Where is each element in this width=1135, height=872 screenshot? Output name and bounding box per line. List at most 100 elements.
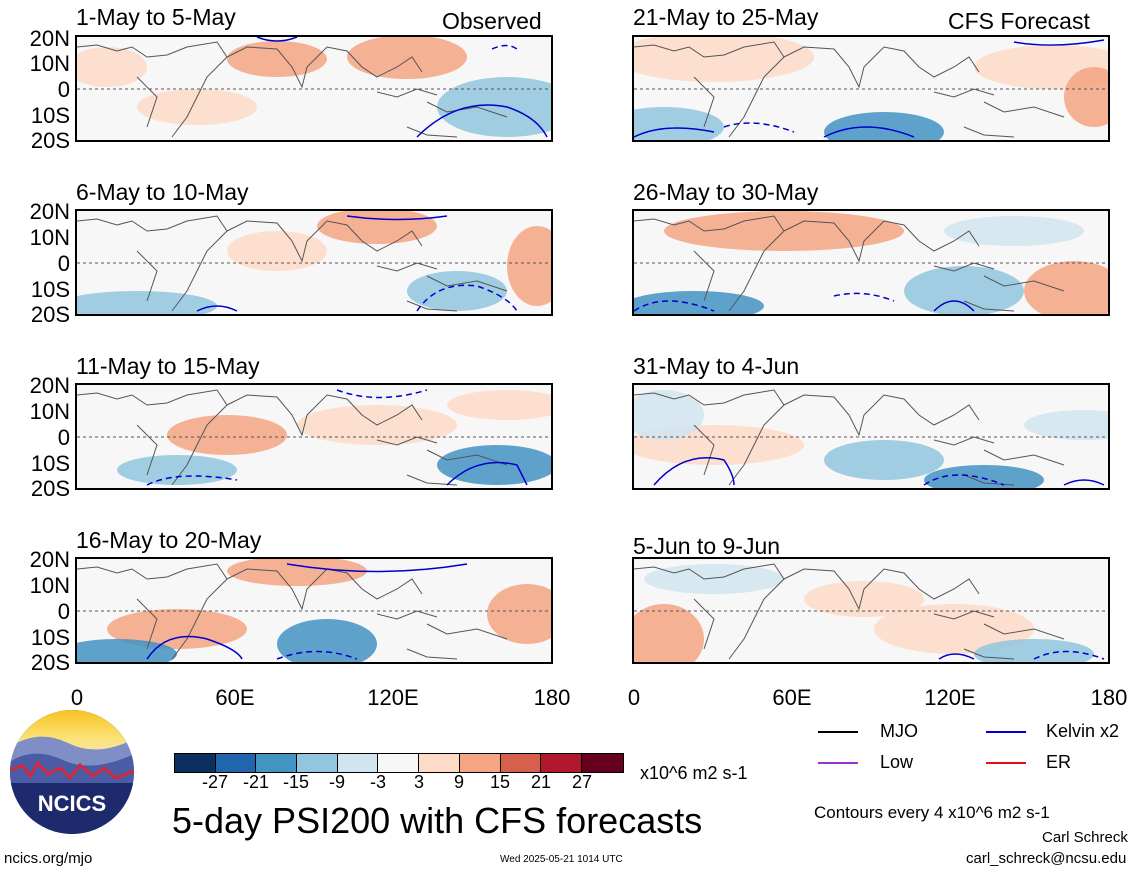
colorbar-swatch	[297, 754, 338, 772]
coastline	[634, 389, 1065, 486]
anomaly-region	[1024, 410, 1108, 440]
coastline	[634, 215, 1065, 312]
anomaly-region	[447, 390, 551, 420]
anomaly-region	[944, 216, 1084, 246]
legend-label-er: ER	[1046, 752, 1072, 772]
coastline	[634, 563, 1065, 660]
colorbar-label: -3	[369, 772, 386, 792]
colorbar	[174, 753, 624, 773]
lon-label: 180	[533, 685, 571, 710]
kelvin-contour	[1063, 479, 1105, 486]
kelvin-contour	[923, 474, 1005, 486]
legend-line-kelvin	[986, 731, 1026, 733]
lat-label: 20S	[30, 128, 70, 153]
anomaly-region	[77, 47, 147, 87]
anomaly-region	[634, 604, 704, 662]
lat-label: 20N	[29, 26, 70, 51]
kelvin-contour	[653, 457, 735, 486]
lat-label: 10S	[30, 451, 70, 476]
legend-label-low: Low	[880, 752, 914, 772]
map-panel-1	[75, 35, 553, 142]
legend-line-low	[818, 762, 858, 764]
ncics-logo: NCICS	[8, 708, 136, 836]
anomaly-region	[634, 37, 814, 82]
colorbar-swatch	[541, 754, 582, 772]
kelvin-contour	[446, 461, 528, 486]
website-link[interactable]: ncics.org/mjo	[4, 850, 93, 867]
colorbar-swatch	[175, 754, 216, 772]
psi-map	[77, 211, 551, 314]
lon-label: 120E	[367, 685, 419, 710]
anomaly-region	[1064, 67, 1108, 127]
map-panel-5	[632, 35, 1110, 142]
lat-label: 10N	[29, 51, 70, 76]
kelvin-contour	[346, 215, 448, 221]
kelvin-contour	[823, 126, 915, 138]
colorbar-swatch	[378, 754, 420, 772]
anomaly-region	[634, 390, 704, 440]
anomaly-region	[507, 226, 551, 306]
panel-title-1: 1-May to 5-May	[76, 4, 236, 30]
map-panel-2	[75, 209, 553, 316]
kelvin-contour	[634, 127, 715, 138]
colorbar-label: -27	[201, 772, 228, 792]
psi-map	[77, 37, 551, 138]
anomaly-region	[347, 37, 467, 79]
psi-map	[634, 37, 1108, 140]
forecast-label: CFS Forecast	[948, 8, 1090, 34]
lat-label: 20S	[30, 476, 70, 501]
anomaly-region	[317, 211, 437, 244]
anomaly-region	[277, 619, 377, 662]
lat-label: 0	[57, 599, 70, 624]
colorbar-swatch	[215, 754, 257, 772]
kelvin-contour	[146, 635, 243, 660]
colorbar-units: x10^6 m2 s-1	[640, 763, 748, 783]
map-panel-4	[75, 557, 553, 664]
kelvin-contour	[276, 650, 358, 660]
legend-line-er	[986, 762, 1026, 764]
anomaly-region	[974, 639, 1094, 662]
colorbar-label: 3	[413, 772, 424, 792]
anomaly-region	[904, 266, 1024, 314]
lat-label: 10S	[30, 277, 70, 302]
kelvin-contour	[416, 284, 518, 312]
lat-label: 10N	[29, 399, 70, 424]
colorbar-label: 9	[453, 772, 464, 792]
psi-map	[634, 211, 1108, 314]
anomaly-region	[77, 639, 177, 662]
colorbar-label: 21	[530, 772, 552, 792]
kelvin-contour	[491, 44, 518, 50]
lat-label: 10N	[29, 573, 70, 598]
colorbar-swatch	[256, 754, 298, 772]
colorbar-swatch	[337, 754, 379, 772]
kelvin-contour	[723, 122, 795, 133]
lon-label: 180	[1090, 685, 1128, 710]
kelvin-contour	[1033, 650, 1105, 660]
kelvin-contour	[256, 37, 298, 42]
panel-title-4: 16-May to 20-May	[76, 527, 262, 553]
lat-label: 10S	[30, 103, 70, 128]
map-panel-7	[632, 383, 1110, 490]
lat-label: 20N	[29, 547, 70, 572]
kelvin-contour	[634, 300, 715, 312]
colorbar-label: -21	[242, 772, 269, 792]
anomaly-region	[137, 89, 257, 125]
contour-note: Contours every 4 x10^6 m2 s-1	[814, 803, 1050, 822]
coastline	[77, 215, 508, 312]
lat-label: 20N	[29, 373, 70, 398]
anomaly-region	[634, 107, 724, 140]
colorbar-label: 15	[489, 772, 511, 792]
psi-map	[77, 559, 551, 662]
kelvin-contour	[833, 292, 895, 302]
colorbar-label: 27	[571, 772, 593, 792]
kelvin-contour	[196, 305, 238, 312]
colorbar-label: -15	[282, 772, 309, 792]
anomaly-region	[227, 41, 327, 77]
lon-label: 60E	[215, 685, 255, 710]
anomaly-region	[804, 581, 924, 617]
observed-label: Observed	[442, 8, 542, 34]
kelvin-contour	[286, 563, 468, 573]
panel-title-2: 6-May to 10-May	[76, 179, 249, 205]
coastline	[634, 41, 1065, 138]
lat-label: 0	[57, 425, 70, 450]
